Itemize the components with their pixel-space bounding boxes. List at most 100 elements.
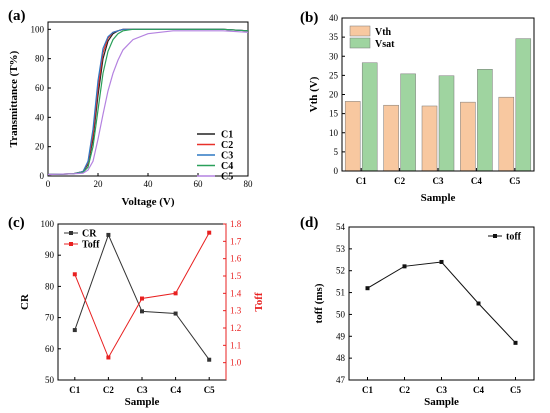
y-tick-label: 100 <box>31 24 45 34</box>
panel-d: (d) 47 48 49 50 51 52 53 54 C1 C2 C3 C4 C5 toff Sample t… <box>300 215 535 408</box>
series-line-c1 <box>47 28 249 176</box>
series-line-c4 <box>47 28 249 176</box>
series-line-c2 <box>47 28 249 176</box>
series-line-toff <box>367 261 516 344</box>
y-tick-label: 47 <box>336 375 346 385</box>
legend-label: C2 <box>221 140 233 151</box>
series-line-toff <box>74 232 210 359</box>
y-tick-label: 54 <box>336 222 346 232</box>
y-axis-title: CR <box>19 293 31 310</box>
y-tick-label: 50 <box>336 309 346 319</box>
series-line-c5 <box>47 30 249 176</box>
x-tick-label: C2 <box>399 385 410 395</box>
panel-label: (d) <box>300 215 318 231</box>
y-tick-label: 40 <box>329 13 339 23</box>
panel-c: (c) 50 60 70 80 90 100 1.0 1.1 1.2 1.3 1.4 1.5 1.6 1.7… <box>8 215 265 408</box>
legend-label: C1 <box>221 130 233 141</box>
bar-vsat <box>400 73 416 172</box>
x-tick-label: C3 <box>137 385 148 395</box>
y-tick-label: 10 <box>329 128 339 138</box>
y-tick-label: 51 <box>336 288 345 298</box>
x-tick-label: C5 <box>204 385 215 395</box>
y2-tick-label: 1.5 <box>230 271 242 281</box>
y-tick-label: 80 <box>35 54 45 64</box>
legend-label: Vth <box>375 27 392 38</box>
data-point <box>106 355 111 360</box>
y2-tick-label: 1.0 <box>230 358 242 368</box>
y-tick-label: 20 <box>35 142 45 152</box>
x-axis-title: Sample <box>125 396 160 408</box>
data-point <box>140 309 144 314</box>
y-tick-label: 49 <box>336 331 346 341</box>
bar-vsat <box>438 75 455 172</box>
data-point <box>439 259 444 264</box>
panel-label: (c) <box>8 215 25 231</box>
y-axis-title: Vth (V) <box>308 76 320 112</box>
x-tick-label: C1 <box>362 385 373 395</box>
bar-vth <box>460 101 476 172</box>
y2-tick-label: 1.3 <box>230 306 242 316</box>
y-tick-label: 25 <box>329 70 339 80</box>
legend-marker <box>493 234 497 238</box>
x-tick-label: C2 <box>103 385 114 395</box>
x-axis-title: Voltage (V) <box>121 196 174 208</box>
x-tick-label: C4 <box>170 385 181 395</box>
x-tick-label: C1 <box>69 385 80 395</box>
x-tick-label: 0 <box>46 179 51 189</box>
legend-label: C3 <box>221 151 233 162</box>
bar-vth <box>421 105 438 172</box>
x-tick-label: 40 <box>144 179 154 189</box>
legend-label: Toff <box>82 240 100 251</box>
legend-label: toff <box>506 232 522 243</box>
legend-swatch <box>349 37 371 49</box>
series-line-c3 <box>47 28 249 176</box>
y-tick-label: 50 <box>45 375 55 385</box>
y2-tick-label: 1.8 <box>230 219 242 229</box>
data-point <box>173 311 178 316</box>
legend-marker <box>69 242 73 246</box>
data-point <box>476 301 481 306</box>
data-point <box>106 232 111 237</box>
legend-swatch <box>349 25 371 37</box>
y-tick-label: 48 <box>336 353 346 363</box>
y-tick-label: 53 <box>336 244 346 254</box>
y2-tick-label: 1.2 <box>230 323 241 333</box>
y-tick-label: 40 <box>35 112 45 122</box>
data-point <box>207 230 212 235</box>
x-tick-label: C3 <box>433 176 444 186</box>
y2-tick-label: 1.1 <box>230 340 241 350</box>
x-tick-label: C5 <box>510 385 521 395</box>
x-axis-title: Sample <box>424 396 459 408</box>
y-tick-label: 30 <box>329 51 339 61</box>
x-tick-label: C5 <box>509 176 520 186</box>
y-tick-label: 0 <box>334 166 339 176</box>
legend-label: C5 <box>221 172 233 183</box>
bar-vsat <box>515 38 532 172</box>
y-tick-label: 70 <box>45 313 55 323</box>
y2-tick-label: 1.4 <box>230 288 242 298</box>
y2-tick-label: 1.7 <box>230 236 242 246</box>
y-axis-title: Toff <box>253 292 265 311</box>
y-tick-label: 100 <box>41 219 55 229</box>
data-point <box>72 328 77 333</box>
y-tick-label: 5 <box>334 147 339 157</box>
legend-label: Vsat <box>375 39 395 50</box>
data-point <box>365 286 370 291</box>
x-tick-label: 80 <box>244 179 254 189</box>
y-axis-title: Transmittance (T%) <box>8 50 20 147</box>
data-point <box>173 291 178 296</box>
bar-vsat <box>477 69 493 172</box>
y-tick-label: 80 <box>45 281 55 291</box>
plot-frame <box>348 226 535 381</box>
y-tick-label: 20 <box>329 90 339 100</box>
bar-vth <box>344 101 361 172</box>
x-tick-label: C4 <box>473 385 484 395</box>
bar-vth <box>383 104 399 172</box>
y-tick-label: 60 <box>35 83 45 93</box>
legend-label: C4 <box>221 161 233 172</box>
x-tick-label: C2 <box>394 176 405 186</box>
legend-label: CR <box>82 229 97 240</box>
